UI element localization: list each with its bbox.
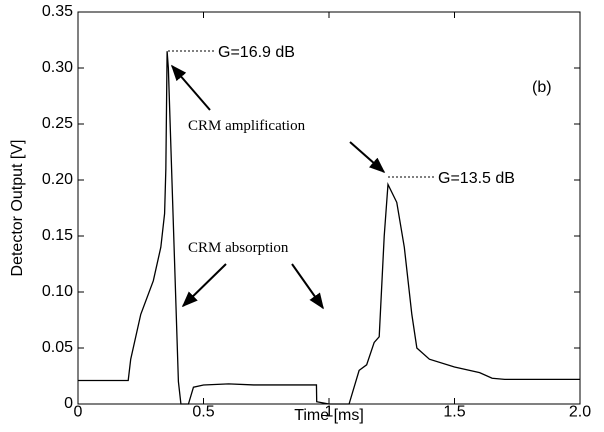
- arrow: [349, 141, 386, 174]
- arrow: [291, 263, 324, 310]
- annotation: (b): [532, 79, 552, 96]
- annotation: G=16.9 dB: [218, 44, 295, 61]
- y-tick-label: 0.20: [42, 171, 73, 188]
- annotation: CRM amplification: [188, 118, 306, 134]
- y-tick-label: 0.05: [42, 339, 73, 356]
- arrow: [170, 64, 211, 111]
- y-axis-label: Detector Output [V]: [9, 140, 26, 277]
- y-tick-label: 0.30: [42, 59, 73, 76]
- y-tick-label: 0.35: [42, 3, 73, 20]
- arrow: [181, 263, 227, 308]
- y-tick-label: 0.25: [42, 115, 73, 132]
- y-tick-label: 0.10: [42, 283, 73, 300]
- y-tick-label: 0.15: [42, 227, 73, 244]
- annotation: G=13.5 dB: [438, 170, 515, 187]
- arrows: [170, 64, 386, 310]
- plot-frame: [77, 11, 581, 405]
- data-line: [78, 51, 580, 405]
- x-tick-label: 0.5: [192, 403, 214, 420]
- y-tick-label: 0: [64, 395, 73, 412]
- x-axis-label: Time [ms]: [294, 407, 364, 424]
- x-tick-label: 1: [325, 403, 334, 420]
- x-tick-label: 0: [74, 403, 83, 420]
- annotation: CRM absorption: [188, 240, 289, 256]
- x-tick-label: 2.0: [569, 403, 591, 420]
- x-tick-label: 1.5: [443, 403, 465, 420]
